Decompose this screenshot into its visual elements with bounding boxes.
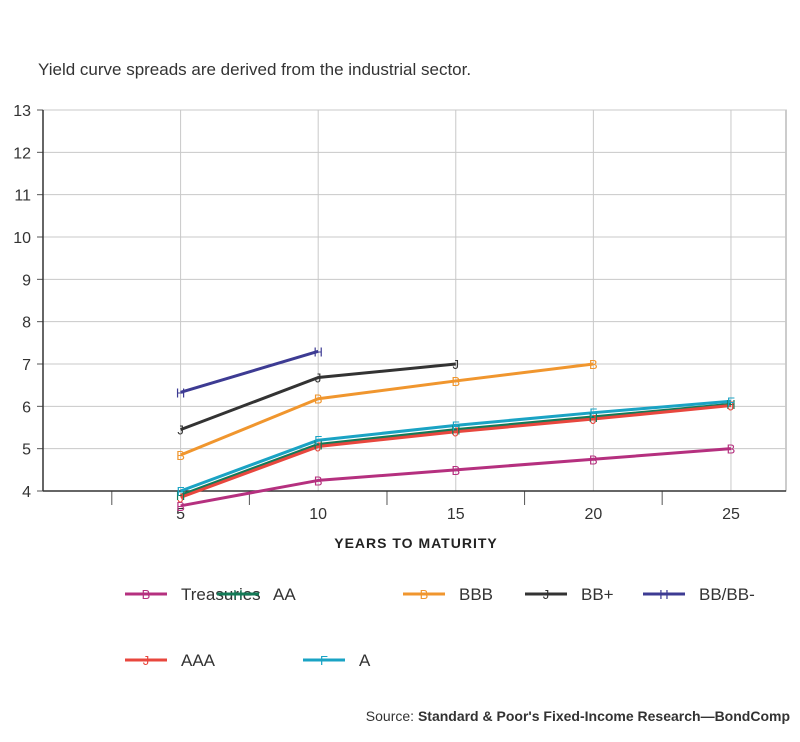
series-line-bb-bb- bbox=[180, 349, 319, 394]
legend-item: J BB+ bbox=[525, 585, 614, 604]
legend-marker: B bbox=[142, 587, 151, 602]
legend-marker: H bbox=[659, 587, 668, 602]
y-tick-label: 12 bbox=[13, 145, 31, 162]
data-point: B bbox=[451, 463, 460, 478]
data-point: H bbox=[313, 344, 322, 359]
data-point: J bbox=[590, 412, 597, 427]
data-point: H bbox=[589, 410, 598, 425]
data-point: B bbox=[589, 452, 598, 467]
y-tick-label: 5 bbox=[22, 442, 31, 459]
series-line-aa bbox=[180, 402, 732, 497]
legend-item: B BBB bbox=[403, 585, 493, 604]
data-point: B bbox=[451, 374, 460, 389]
legend-label: AAA bbox=[181, 651, 216, 670]
data-point: B bbox=[727, 442, 736, 457]
y-tick-label: 4 bbox=[22, 484, 31, 501]
data-point: H bbox=[726, 397, 735, 412]
x-tick-label: 20 bbox=[584, 506, 602, 523]
x-tick-label: 25 bbox=[722, 506, 740, 523]
y-tick-label: 7 bbox=[22, 357, 31, 374]
data-point: J bbox=[453, 425, 460, 440]
legend-label: BB/BB- bbox=[699, 585, 755, 604]
data-point: B bbox=[176, 499, 185, 514]
legend-marker: J bbox=[543, 587, 550, 602]
legend-label: BB+ bbox=[581, 585, 614, 604]
legend-item: J AAA bbox=[125, 651, 216, 670]
source-text: Standard & Poor's Fixed-Income Research—… bbox=[417, 708, 790, 724]
legend-marker: H bbox=[233, 587, 242, 602]
data-point: H bbox=[313, 437, 322, 452]
data-point: F bbox=[314, 433, 322, 448]
y-tick-label: 13 bbox=[13, 103, 31, 120]
series-line-bb- bbox=[180, 362, 456, 432]
data-point: B bbox=[314, 392, 323, 407]
legend-label: BBB bbox=[459, 585, 493, 604]
chart-subtitle: Yield curve spreads are derived from the… bbox=[38, 60, 472, 79]
x-tick-label: 15 bbox=[447, 506, 465, 523]
grid bbox=[42, 109, 787, 492]
series-line-a bbox=[180, 399, 732, 493]
data-point: J bbox=[315, 371, 322, 386]
data-point: B bbox=[589, 357, 598, 372]
series-line-treasuries bbox=[180, 447, 732, 508]
data-point: J bbox=[315, 440, 322, 455]
data-point: F bbox=[452, 418, 460, 433]
data-point: J bbox=[453, 357, 460, 372]
x-tick-label: 5 bbox=[176, 506, 185, 523]
legend-marker: F bbox=[320, 653, 328, 668]
data-point: J bbox=[177, 490, 184, 505]
y-tick-label: 10 bbox=[13, 230, 31, 247]
legend-item: H AA bbox=[217, 585, 296, 604]
legend-label: A bbox=[359, 651, 371, 670]
x-axis-title: YEARS TO MATURITY bbox=[334, 535, 498, 551]
x-tick-label: 10 bbox=[309, 506, 327, 523]
legend-label: AA bbox=[273, 585, 296, 604]
data-point: F bbox=[589, 406, 597, 421]
data-point: H bbox=[176, 385, 185, 400]
data-point: J bbox=[728, 398, 735, 413]
source-prefix: Source: bbox=[365, 708, 415, 724]
source-note: Source: Standard & Poor's Fixed-Income R… bbox=[366, 708, 790, 724]
legend-marker: B bbox=[420, 587, 429, 602]
data-point: J bbox=[177, 423, 184, 438]
data-point: F bbox=[727, 394, 735, 409]
legend-item: H BB/BB- bbox=[643, 585, 755, 604]
legend-marker: J bbox=[143, 653, 150, 668]
series-lines bbox=[180, 349, 732, 508]
data-point: H bbox=[176, 488, 185, 503]
data-point: H bbox=[451, 423, 460, 438]
y-tick-label: 11 bbox=[14, 188, 31, 205]
plot-area bbox=[42, 109, 787, 492]
data-point: F bbox=[177, 484, 185, 499]
y-tick-label: 8 bbox=[22, 315, 31, 332]
y-tick-label: 9 bbox=[22, 272, 31, 289]
data-point: B bbox=[176, 448, 185, 463]
data-point: B bbox=[314, 473, 323, 488]
axes: 4 5 6 7 8 9 10 11 12 13 5 10 15 20 25 bbox=[13, 103, 786, 523]
series-line-aaa bbox=[180, 403, 732, 499]
series-line-bbb bbox=[180, 362, 594, 457]
y-tick-label: 6 bbox=[22, 399, 31, 416]
